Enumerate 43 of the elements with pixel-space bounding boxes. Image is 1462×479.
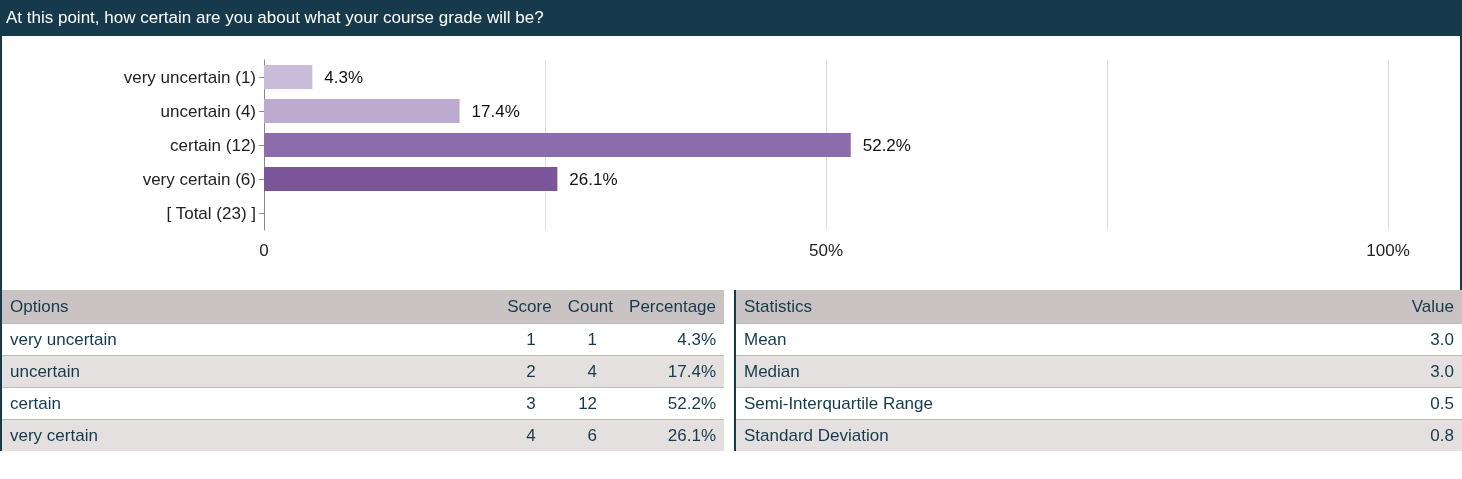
data-label: 1 (586, 328, 599, 351)
data-label: 1 (525, 328, 537, 351)
data-label: 2 (525, 360, 537, 383)
y-tick-label: uncertain (4) (160, 101, 256, 121)
category-label: Mean (743, 328, 788, 351)
data-label: 6 (586, 424, 599, 447)
data-label: 3.0 (1429, 360, 1455, 383)
x-tick-label: 100% (1366, 241, 1410, 260)
bar (264, 167, 558, 191)
x-tick-label: 0 (259, 241, 269, 260)
data-label: 17.4% (471, 101, 520, 121)
category-label: very certain (9, 424, 99, 447)
category-label: uncertain (9, 360, 81, 383)
category-label: Median (743, 360, 801, 383)
data-label: 4.3% (676, 328, 717, 351)
category-label: certain (9, 392, 63, 415)
data-label: 26.1% (569, 169, 618, 189)
data-label: 52.2% (862, 135, 911, 155)
chart-title: At this point, how certain are you about what your course grade will be? (0, 0, 1462, 36)
category-label: Semi-Interquartile Range (743, 392, 934, 415)
data-label: 26.1% (666, 424, 717, 447)
series-label: Value (1410, 295, 1455, 318)
data-label: 12 (577, 392, 599, 415)
data-label: 4 (586, 360, 599, 383)
y-tick-label: certain (12) (170, 135, 256, 155)
data-label: 4.3% (324, 67, 364, 87)
y-tick-label: very uncertain (1) (123, 67, 256, 87)
data-label: 3.0 (1429, 328, 1455, 351)
bar (264, 99, 460, 123)
y-tick-label: very certain (6) (142, 169, 256, 189)
x-tick-label: 50% (808, 241, 844, 260)
category-label: very uncertain (9, 328, 118, 351)
bar (264, 133, 851, 157)
category-label: Standard Deviation (743, 424, 890, 447)
series-label: Score (506, 295, 553, 318)
data-label: 0.5 (1429, 392, 1455, 415)
y-tick-label: [ Total (23) ] (166, 203, 256, 223)
data-label: 52.2% (666, 392, 717, 415)
data-label: 0.8 (1429, 424, 1455, 447)
data-label: 3 (525, 392, 537, 415)
data-label: 17.4% (666, 360, 717, 383)
data-label: 4 (525, 424, 537, 447)
bar (264, 65, 313, 89)
